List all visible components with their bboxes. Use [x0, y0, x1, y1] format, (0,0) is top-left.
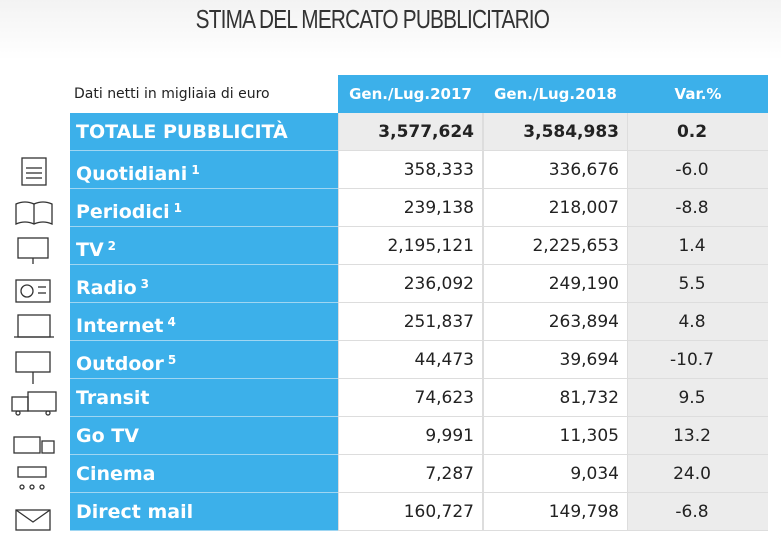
- variation-cell: -8.8: [628, 189, 768, 227]
- label-text: TV: [76, 239, 104, 261]
- value-cell: 149,798: [483, 493, 628, 531]
- row-label: Periodici 1: [70, 189, 338, 227]
- value-cell: 9,991: [338, 417, 483, 455]
- value-cell: 44,473: [338, 341, 483, 379]
- value-cell: 2,195,121: [338, 227, 483, 265]
- row-label: Transit: [70, 379, 338, 417]
- value-cell: 160,727: [338, 493, 483, 531]
- row-label: Direct mail: [70, 493, 338, 531]
- variation-cell: 13.2: [628, 417, 768, 455]
- variation-cell: 24.0: [628, 455, 768, 493]
- variation-cell: -6.8: [628, 493, 768, 531]
- value-cell: 236,092: [338, 265, 483, 303]
- row-label: Internet 4: [70, 303, 338, 341]
- label-text: Quotidiani: [76, 163, 188, 185]
- value-cell: 7,287: [338, 455, 483, 493]
- value-cell: 251,837: [338, 303, 483, 341]
- title: STIMA DEL MERCATO PUBBLICITARIO: [195, 4, 550, 34]
- row-label: Outdoor 5: [70, 341, 338, 379]
- row-label: Quotidiani 1: [70, 151, 338, 189]
- icons: [11, 157, 57, 531]
- value-cell: 3,577,624: [338, 113, 483, 151]
- value-cell: 3,584,983: [483, 113, 628, 151]
- variation-cell: -10.7: [628, 341, 768, 379]
- value-cell: 218,007: [483, 189, 628, 227]
- row-label: Cinema: [70, 455, 338, 493]
- column-header: Gen./Lug.2017: [338, 75, 483, 113]
- footnote-mark: 1: [173, 201, 182, 215]
- label-text: Direct mail: [76, 501, 194, 523]
- variation-cell: 0.2: [628, 113, 768, 151]
- footnote-mark: 3: [140, 277, 149, 291]
- value-cell: 336,676: [483, 151, 628, 189]
- footnote-mark: 1: [191, 163, 200, 177]
- label-text: TOTALE PUBBLICITÀ: [76, 121, 288, 143]
- value-cell: 249,190: [483, 265, 628, 303]
- row-label: TOTALE PUBBLICITÀ: [70, 113, 338, 151]
- variation-cell: 4.8: [628, 303, 768, 341]
- row-label: Go TV: [70, 417, 338, 455]
- value-cell: 11,305: [483, 417, 628, 455]
- variation-cell: 9.5: [628, 379, 768, 417]
- label-text: Transit: [76, 387, 150, 409]
- value-cell: 9,034: [483, 455, 628, 493]
- footnote-mark: 5: [167, 353, 177, 367]
- variation-cell: 1.4: [628, 227, 768, 265]
- label-text: Radio: [76, 277, 137, 299]
- value-cell: 263,894: [483, 303, 628, 341]
- column-header: Gen./Lug.2018: [483, 75, 628, 113]
- row-label: Radio 3: [70, 265, 338, 303]
- value-cell: 81,732: [483, 379, 628, 417]
- value-cell: 358,333: [338, 151, 483, 189]
- value-cell: 74,623: [338, 379, 483, 417]
- label-text: Internet: [76, 315, 164, 337]
- footnote-mark: 4: [167, 315, 176, 329]
- label-text: Outdoor: [76, 353, 164, 375]
- column-header: Var.%: [628, 75, 768, 113]
- footnote-mark: 2: [107, 239, 117, 253]
- value-cell: 2,225,653: [483, 227, 628, 265]
- label-text: Go TV: [76, 425, 139, 447]
- label-text: Periodici: [76, 201, 170, 223]
- label-text: Cinema: [76, 463, 156, 485]
- variation-cell: -6.0: [628, 151, 768, 189]
- row-label: TV 2: [70, 227, 338, 265]
- caption: Dati netti in migliaia di euro: [74, 86, 270, 102]
- value-cell: 39,694: [483, 341, 628, 379]
- variation-cell: 5.5: [628, 265, 768, 303]
- value-cell: 239,138: [338, 189, 483, 227]
